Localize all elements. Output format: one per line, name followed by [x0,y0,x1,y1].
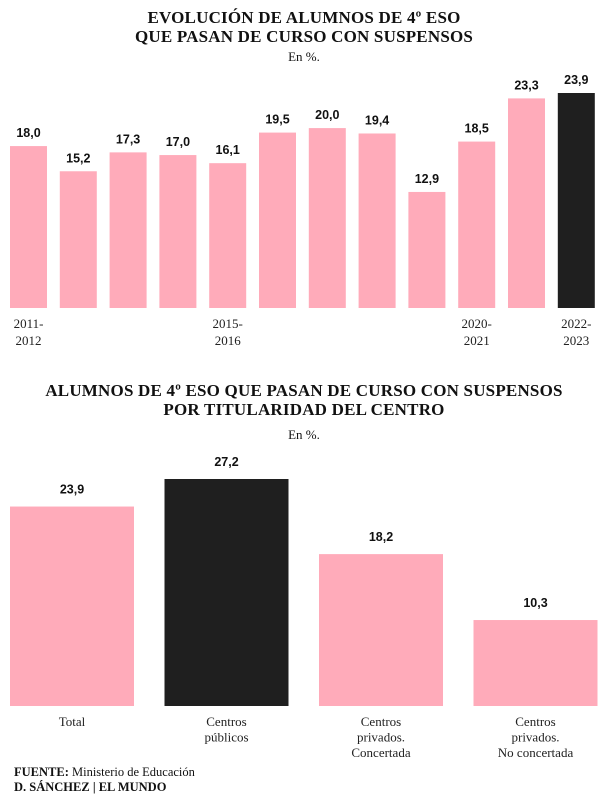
chart2-title-line2: POR TITULARIDAD DEL CENTRO [163,400,445,419]
credit-text: D. SÁNCHEZ | EL MUNDO [14,780,167,794]
bar-centros-privados-concertada [319,554,443,706]
value-label-centros-privados-concertada: 18,2 [369,530,393,544]
tick-label-2015-2016-line1: 2015- [213,316,243,331]
bar-2011-2012 [10,146,47,308]
bar-2020-2021 [458,141,496,308]
source-text: Ministerio de Educación [72,765,195,779]
category-label-centros-privados-concertada-2: privados. [357,730,405,745]
value-label-2015-2016: 16,1 [216,143,240,157]
value-label-2013-2014: 17,3 [116,132,140,146]
bar-2012-2013 [59,171,97,308]
chart2-title-line1: ALUMNOS DE 4º ESO QUE PASAN DE CURSO CON… [45,381,563,400]
value-label-2021-2022: 23,3 [514,78,538,92]
value-label-2018-2019: 19,4 [365,113,389,127]
source-label: FUENTE: [14,765,69,779]
source-line: FUENTE: Ministerio de Educación [14,765,195,780]
tick-label-2011-2012-line1: 2011- [14,316,44,331]
chart1-subtitle: En %. [288,49,320,64]
tick-label-2020-2021-line2: 2021 [464,333,490,348]
value-label-2016-2017: 19,5 [265,113,289,127]
bar-2016-2017 [259,132,296,308]
tick-label-2020-2021-line1: 2020- [462,316,492,331]
tick-label-2011-2012-line2: 2012 [16,333,42,348]
value-label-2017-2018: 20,0 [315,108,339,122]
value-label-2014-2015: 17,0 [166,135,190,149]
chart1-bars: 18,0 15,2 17,3 17,0 16,1 19,5 20,0 19,4 12,9 18,5… [10,73,595,348]
value-label-total: 23,9 [60,483,84,497]
tick-label-2022-2023-line2: 2023 [563,333,589,348]
bar-2022-2023 [557,93,595,308]
bar-2019-2020 [408,191,446,308]
bar-2015-2016 [209,163,247,308]
chart1-title-line1: EVOLUCIÓN DE ALUMNOS DE 4º ESO [147,8,461,27]
bar-centros-privados-no-concertada [473,620,598,706]
chart2-subtitle: En %. [288,427,320,442]
category-label-centros-públicos-1: Centros [206,714,246,729]
bar-2017-2018 [308,128,346,308]
tick-label-2015-2016-line2: 2016 [215,333,242,348]
credit: D. SÁNCHEZ | EL MUNDO [14,780,195,795]
category-label-centros-públicos-2: públicos [204,730,248,745]
value-label-centros-privados-no-concertada: 10,3 [523,596,547,610]
bar-2013-2014 [109,152,147,308]
chart2-title: ALUMNOS DE 4º ESO QUE PASAN DE CURSO CON… [0,381,608,419]
bar-2018-2019 [358,133,396,308]
value-label-2019-2020: 12,9 [415,172,439,186]
category-label-total-1: Total [59,714,86,729]
value-label-2020-2021: 18,5 [465,122,489,136]
chart1-title: EVOLUCIÓN DE ALUMNOS DE 4º ESO QUE PASAN… [0,8,608,46]
value-label-2012-2013: 15,2 [66,151,90,165]
tick-label-2022-2023-line1: 2022- [561,316,591,331]
value-label-centros-públicos: 27,2 [214,455,238,469]
bar-centros-públicos [164,479,289,706]
category-label-centros-privados-no-concertada-1: Centros [515,714,555,729]
category-label-centros-privados-no-concertada-3: No concertada [498,745,574,760]
value-label-2022-2023: 23,9 [564,73,588,87]
footer: FUENTE: Ministerio de Educación D. SÁNCH… [14,765,195,795]
chart1-title-line2: QUE PASAN DE CURSO CON SUSPENSOS [134,27,474,46]
bar-2014-2015 [159,155,197,308]
category-label-centros-privados-concertada-3: Concertada [351,745,410,760]
category-label-centros-privados-concertada-1: Centros [361,714,401,729]
bar-total [10,506,134,706]
value-label-2011-2012: 18,0 [16,126,40,140]
category-label-centros-privados-no-concertada-2: privados. [511,730,559,745]
bar-2021-2022 [508,98,545,308]
